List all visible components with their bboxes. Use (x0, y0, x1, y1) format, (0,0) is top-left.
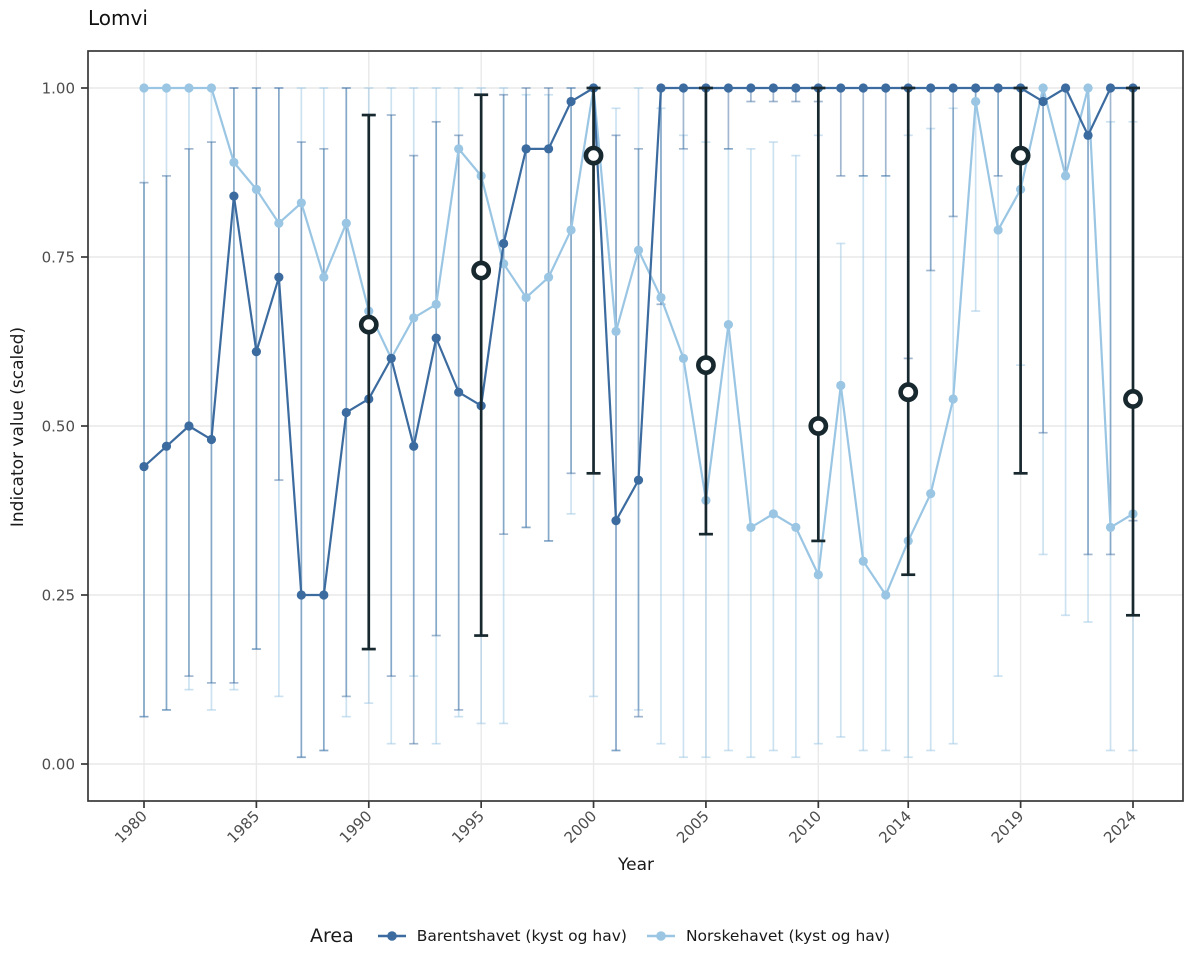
x-tick-labels: 1980 1985 1990 1995 2000 2005 2010 2014 2019 2024 (111, 807, 1140, 847)
svg-text:0.50: 0.50 (42, 418, 75, 436)
svg-text:2000: 2000 (561, 807, 601, 847)
svg-text:0.75: 0.75 (42, 249, 75, 267)
legend-title: Area (309, 925, 354, 947)
svg-text:2005: 2005 (673, 807, 713, 847)
svg-text:1.00: 1.00 (42, 80, 75, 98)
svg-text:0.00: 0.00 (42, 756, 75, 774)
y-axis-title: Indicator value (scaled) (8, 326, 28, 528)
svg-text:0.25: 0.25 (42, 587, 75, 605)
y-tick-labels: 0.00 0.25 0.50 0.75 1.00 (42, 80, 75, 774)
svg-text:2014: 2014 (875, 807, 915, 847)
legend: Area Barentshavet (kyst og hav) Norskeha… (0, 915, 1200, 957)
svg-text:2024: 2024 (1100, 807, 1140, 847)
legend-item-norskehavet: Norskehavet (kyst og hav) (645, 927, 890, 945)
assessment-points (358, 145, 1143, 436)
legend-label-norskehavet: Norskehavet (kyst og hav) (685, 927, 890, 945)
svg-text:1990: 1990 (336, 807, 376, 847)
norskehavet-series (139, 83, 1138, 600)
svg-text:1980: 1980 (111, 807, 151, 847)
axis-ticks (81, 87, 1134, 808)
norskehavet-key-icon (646, 931, 675, 941)
assessment-error-bars (361, 86, 1140, 651)
svg-text:1995: 1995 (448, 807, 488, 847)
legend-label-barentshavet: Barentshavet (kyst og hav) (416, 927, 627, 945)
svg-text:1985: 1985 (223, 807, 263, 847)
barentshavet-key-icon (377, 931, 406, 941)
chart-canvas: 0.00 0.25 0.50 0.75 1.00 1980 1985 1990 1995 2000… (42, 50, 1184, 847)
norskehavet-error-bars (139, 87, 1138, 759)
legend-item-barentshavet: Barentshavet (kyst og hav) (376, 927, 627, 945)
chart-title: Lomvi (88, 6, 148, 30)
svg-text:2019: 2019 (988, 807, 1028, 847)
svg-text:2010: 2010 (785, 807, 825, 847)
x-axis-title: Year (618, 855, 654, 875)
